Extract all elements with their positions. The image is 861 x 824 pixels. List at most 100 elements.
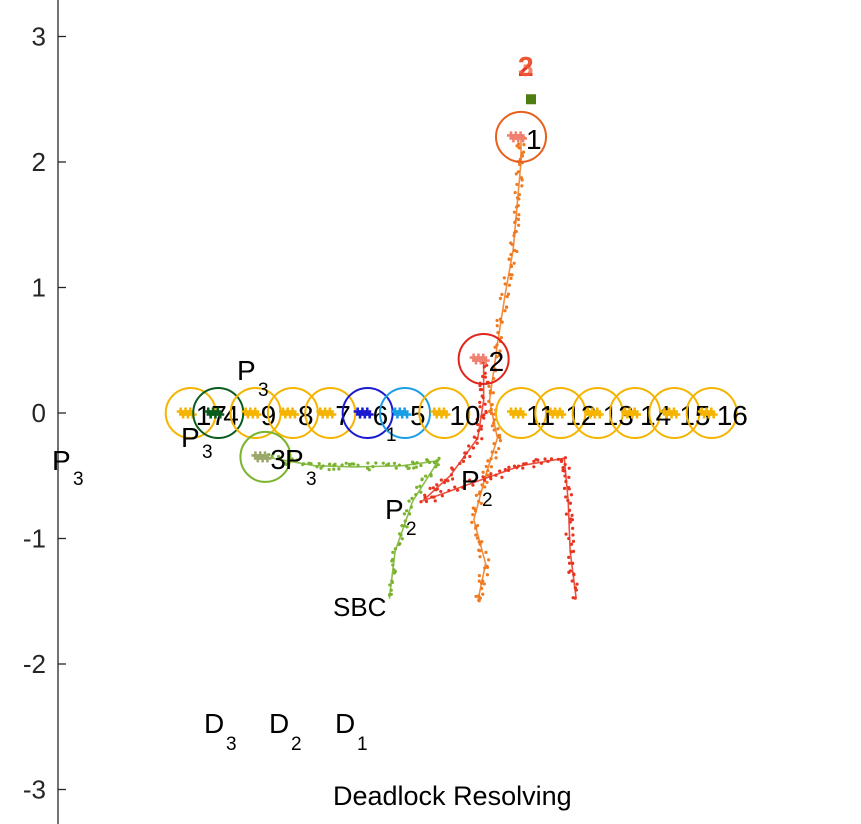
agent-2-path-point	[423, 495, 427, 500]
agent-3-path-point	[393, 547, 397, 551]
agent-1-path-point	[491, 365, 495, 369]
agent-1-path-point	[471, 506, 475, 510]
y-tick-label: -2	[23, 649, 46, 679]
agent-2-path-point	[439, 489, 443, 494]
agent-3-path-point	[394, 466, 398, 470]
agent-3-path-point	[390, 557, 395, 562]
annotation-p2-high: P 2	[461, 465, 493, 511]
annotation-d3: D 3	[204, 708, 237, 755]
agent-2-path-point	[567, 536, 571, 541]
agent-2-path-point	[471, 483, 475, 487]
agent-marker	[216, 410, 225, 419]
agent-1-path-point	[513, 190, 517, 195]
agent-3-path-point	[426, 459, 430, 463]
agent-2-path-point	[567, 466, 571, 470]
agent-1-path-point	[489, 457, 493, 461]
agent-3-path-point	[295, 458, 299, 462]
agent-2-path-point	[478, 400, 482, 404]
agent-2-path-point	[433, 499, 437, 503]
agent-2-path-point	[439, 478, 443, 482]
agent-2-path-point	[478, 388, 483, 392]
goal-label-3: 3	[518, 51, 534, 82]
agent-2-path-point	[566, 498, 570, 503]
agent-3-goal-marker	[526, 94, 536, 105]
agent-10: 10	[418, 387, 480, 439]
agent-2: 2	[457, 333, 510, 386]
annotation-d2: D 2	[269, 708, 302, 755]
agent-1-path-point	[492, 442, 496, 446]
agent-1-path-point	[480, 540, 484, 544]
agent-3-path-point	[397, 463, 401, 467]
agent-2-path-point	[564, 532, 568, 536]
agent-2-path-point	[503, 467, 507, 472]
agent-2-path-point	[431, 486, 435, 490]
agent-1-path-point	[479, 501, 483, 506]
agent-1-path-point	[477, 548, 481, 552]
agent-1-path-point	[485, 480, 489, 485]
start-markers	[526, 94, 536, 105]
agent-1-path-point	[489, 407, 493, 411]
agent-1-path-point	[521, 150, 526, 154]
agent-2-path-point	[564, 495, 568, 499]
agent-2-path-point	[564, 479, 568, 484]
agent-2-path-point	[571, 539, 576, 543]
agent-3-path-point	[405, 509, 409, 513]
agent-1-path-point	[490, 450, 494, 454]
agent-2-path-point	[468, 478, 472, 482]
agent-3-path-point	[340, 463, 344, 467]
agent-1-path-point	[470, 520, 474, 524]
agent-3-path-point	[405, 525, 409, 529]
agent-1-path-point	[493, 345, 497, 349]
agent-2-path-point	[479, 424, 484, 428]
agent-2-path-point	[524, 461, 528, 466]
agent-2-path-point	[488, 475, 492, 479]
agent-3-path-point	[415, 485, 419, 489]
agent-ring	[495, 387, 547, 439]
svg-text:3: 3	[202, 442, 213, 463]
agent-1-path-point	[496, 331, 500, 335]
agent-3-path	[265, 456, 441, 599]
agent-3-path-point	[424, 474, 428, 478]
agent-2-path-point	[446, 479, 450, 483]
svg-text:P: P	[52, 445, 71, 476]
agent-3-path-point	[392, 571, 396, 575]
agent-label: 3	[270, 444, 286, 475]
annotation-p2-low: P 2	[385, 494, 417, 540]
agent-1-path-point	[475, 536, 479, 540]
agent-1-path-point	[507, 257, 511, 261]
trajectories	[265, 136, 579, 603]
agent-3-path-point	[414, 492, 418, 497]
agent-ring	[534, 387, 587, 439]
agent-2-path-point	[476, 429, 481, 433]
agent-3-path-point	[391, 563, 395, 567]
agent-2-path-point	[435, 483, 439, 487]
agent-1-path-point	[517, 145, 522, 150]
agent-3-path-point	[381, 461, 385, 465]
agent-1-path-point	[485, 573, 490, 577]
agent-ring	[685, 387, 738, 439]
agent-3-path-point	[301, 462, 305, 467]
svg-text:1: 1	[357, 734, 368, 755]
agent-1-path-point	[509, 252, 513, 257]
agent-2-path-point	[480, 437, 484, 441]
agent-2-path-point	[419, 500, 423, 504]
agent-2-path-point	[462, 455, 467, 459]
agent-2-path-point	[568, 501, 573, 505]
agent-1-path-point	[497, 433, 502, 438]
agent-1-path-point	[520, 184, 524, 188]
agent-2-path-point	[434, 488, 438, 492]
agent-1-path-point	[481, 592, 485, 596]
agent-2-path-point	[450, 477, 455, 481]
agent-2-path-point	[532, 465, 536, 469]
agent-1-path-point	[518, 157, 522, 161]
agent-1-path-point	[495, 343, 499, 347]
agent-1-path-point	[509, 276, 513, 280]
agent-1-path-point	[500, 292, 504, 296]
agent-2-path-point	[569, 517, 573, 521]
agent-11: 11	[495, 387, 555, 439]
agent-1-path-point	[487, 384, 491, 388]
agent-3-path-point	[436, 463, 440, 467]
svg-text:P: P	[285, 444, 304, 475]
agent-2-path-point	[549, 457, 554, 461]
